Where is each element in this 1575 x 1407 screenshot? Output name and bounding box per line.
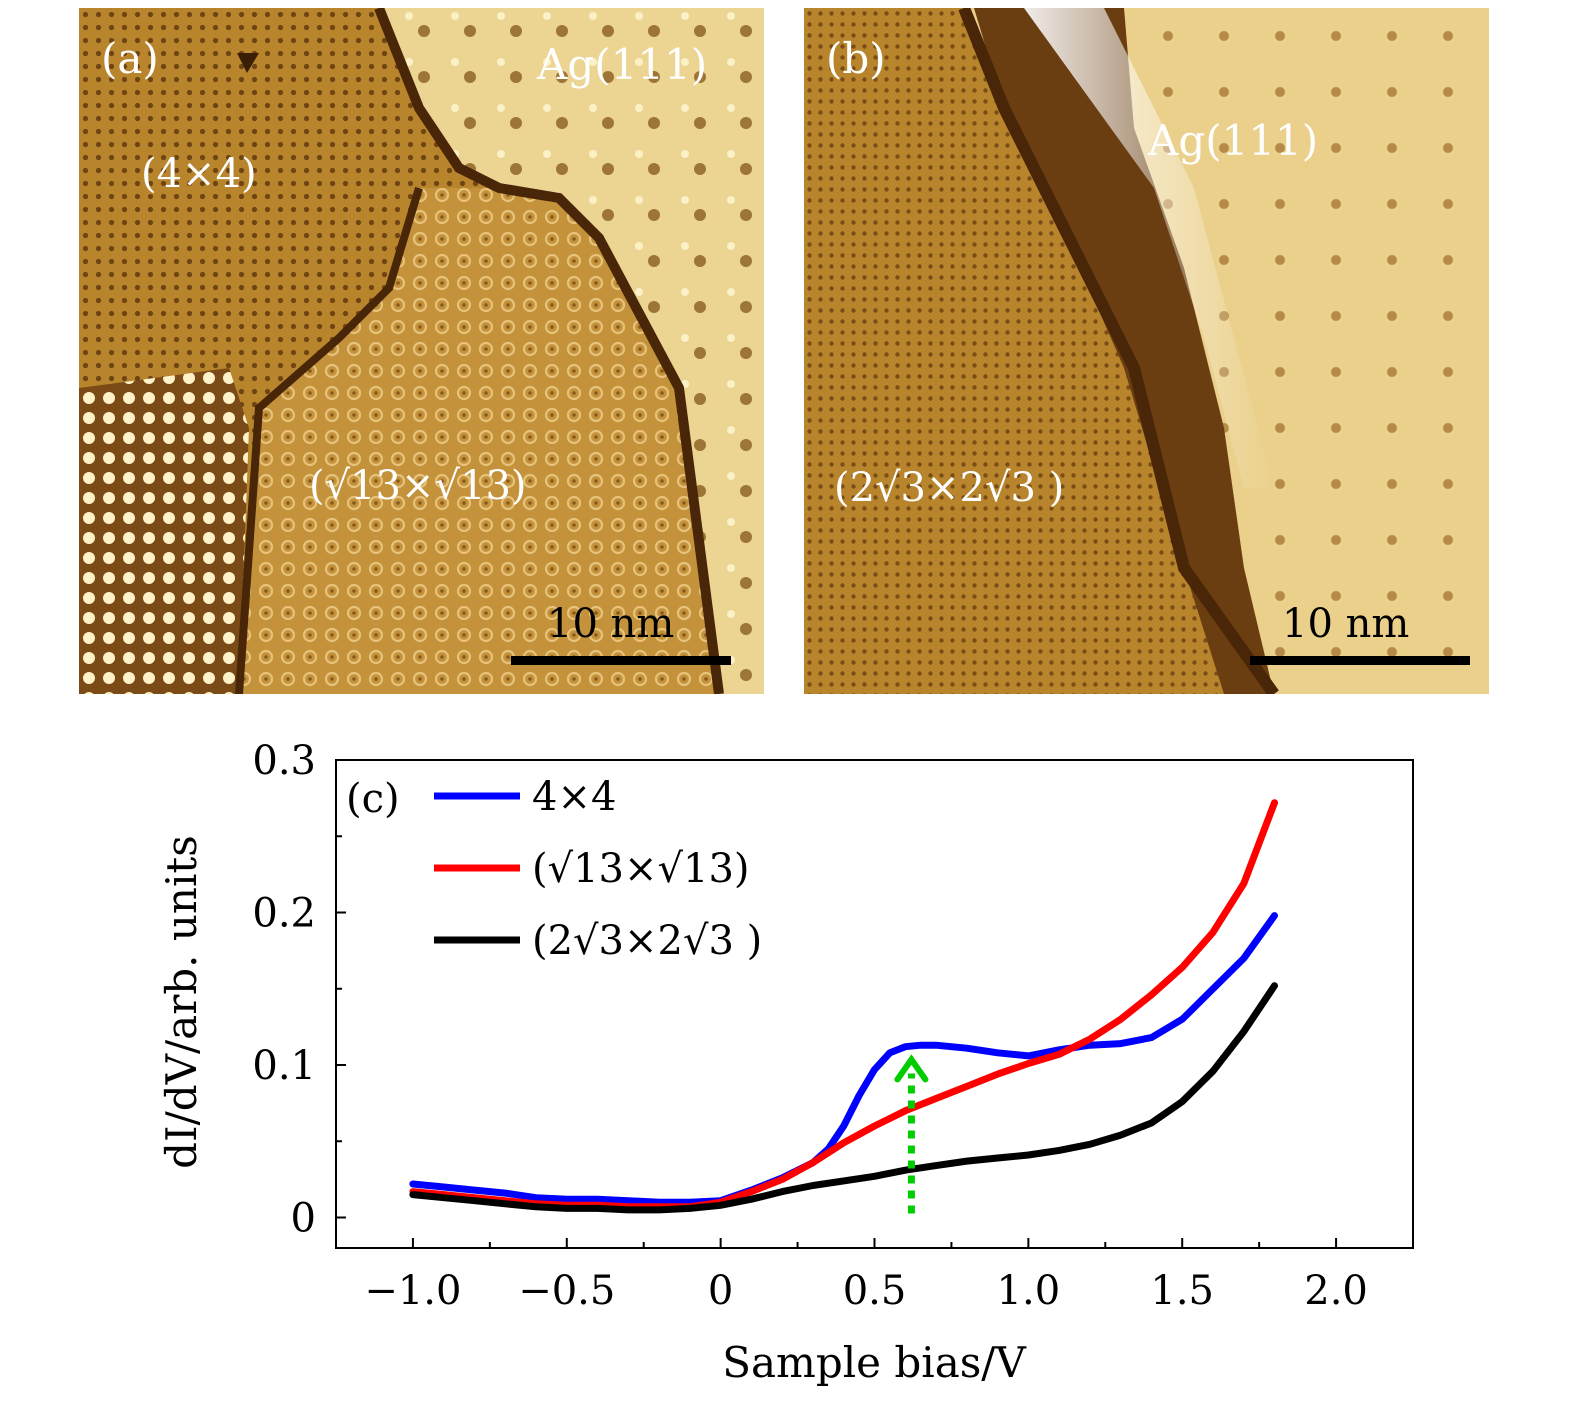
panel-a-label: (a)	[101, 34, 159, 83]
x-tick-label: 0.5	[843, 1268, 907, 1314]
region-4x4: (4×4)	[141, 151, 257, 197]
x-tick-label: 0	[708, 1268, 733, 1314]
region-ag111-a: Ag(111)	[537, 40, 708, 89]
series-line-1	[409, 912, 1278, 1206]
legend-label-3: (2√3×2√3 )	[532, 918, 762, 964]
peak-arrow-head	[894, 1054, 929, 1083]
region-2sqrt3: (2√3×2√3 )	[834, 465, 1065, 511]
scale-bar-label-b: 10 nm	[1282, 601, 1410, 647]
scale-bar-a	[511, 656, 731, 665]
stm-image-b: (b) Ag(111) (2√3×2√3 ) 10 nm	[804, 8, 1489, 694]
y-tick-label: 0.1	[252, 1043, 316, 1089]
region-sqrt13: (√13×√13)	[309, 463, 527, 509]
x-tick-label: 2.0	[1304, 1268, 1368, 1314]
scale-bar-b	[1250, 656, 1470, 665]
y-tick-label: 0.2	[252, 891, 316, 937]
y-axis-title: dI/dV/arb. units	[157, 835, 206, 1169]
x-tick-label: 1.5	[1150, 1268, 1214, 1314]
x-axis-title: Sample bias/V	[722, 1338, 1026, 1387]
y-tick-label: 0.3	[252, 738, 316, 784]
panel-b-label: (b)	[826, 34, 886, 83]
scale-bar-label-a: 10 nm	[547, 601, 675, 647]
stm-image-b-graphic	[804, 8, 1489, 694]
region-ag111-b: Ag(111)	[1148, 116, 1319, 165]
x-tick-label: −0.5	[518, 1268, 615, 1314]
sts-chart: −1.0 −0.5 0 0.5 1.0 1.5 2.0 0 0.1 0.2 0.3 4×4 (√13×…	[0, 720, 1575, 1407]
x-tick-label: 1.0	[997, 1268, 1061, 1314]
legend-label-2: (√13×√13)	[532, 846, 750, 892]
stm-image-a-graphic	[79, 8, 764, 694]
legend-label-1: 4×4	[532, 774, 616, 820]
x-tick-label: −1.0	[364, 1268, 461, 1314]
panel-c-label: (c)	[346, 776, 400, 822]
y-tick-label: 0	[291, 1196, 316, 1242]
stm-image-a: (a) Ag(111) (4×4) (√13×√13) 10 nm	[79, 8, 764, 694]
chart-svg: −1.0 −0.5 0 0.5 1.0 1.5 2.0 0 0.1 0.2 0.3 4×4 (√13×…	[157, 738, 1414, 1387]
series-line-3	[409, 982, 1278, 1214]
